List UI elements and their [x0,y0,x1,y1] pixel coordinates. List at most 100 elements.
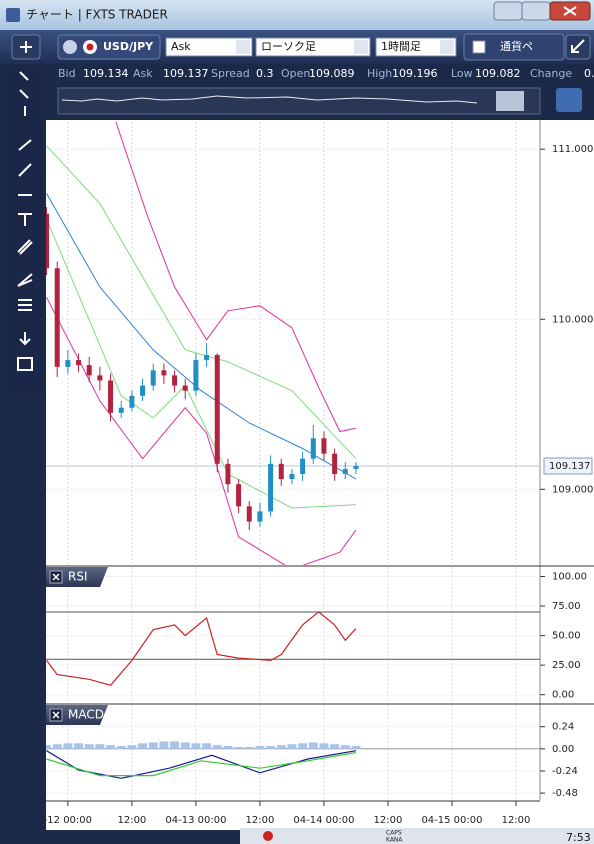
candle-body [214,354,220,464]
candle-body [108,380,114,413]
histogram-bar [106,745,116,749]
candle-body [225,463,231,485]
histogram-bar [234,746,244,749]
y-tick-label: 0.24 [552,722,574,733]
rsi-line [46,611,357,686]
tool-channel[interactable] [17,239,33,255]
maximize-button[interactable] [521,1,551,21]
candle-body [204,354,210,361]
y-tick-label: -0.48 [552,788,578,799]
pair-panel[interactable] [463,33,565,61]
y-tick-label: 75.00 [552,601,581,612]
symbol: USD/JPY [103,40,154,53]
tool-fan[interactable] [17,273,33,287]
rsi-chart [46,567,540,703]
add-icon [20,41,32,53]
side: Ask [171,40,191,53]
histogram-bar [298,743,308,749]
candle-body [65,360,71,367]
quote-value: 0.3 [256,67,274,80]
candle-body [129,395,135,408]
candle-body [182,385,188,391]
y-tick-label: 111.000 [552,144,593,155]
histogram-bar [191,743,201,749]
tool-crosshair[interactable] [19,89,29,99]
tool-vline[interactable] [18,213,32,226]
timeframe: 1時間足 [381,40,421,53]
y-tick-label: 50.00 [552,631,581,642]
side-select[interactable] [165,37,253,57]
last-price-label: 109.137 [549,461,590,472]
tool-icons [17,71,33,371]
candle-body [46,213,50,269]
candle-body [332,453,338,475]
quote-label: Bid [58,67,76,80]
panel-title: MACD [68,708,104,722]
scroll-button[interactable] [556,88,582,112]
x-tick-label: 04-15 00:00 [421,815,482,826]
candle-body [310,438,316,459]
quote-label: Spread [211,67,250,80]
histogram-bar [308,742,318,749]
candle-body [76,360,82,366]
candle-body [321,438,327,454]
histogram-bar [330,744,340,749]
histogram-bar [63,743,73,749]
caps-indicator: CAPS [386,830,402,837]
tool-pen[interactable] [18,139,32,151]
macd-chart [46,705,540,800]
minimize-button[interactable] [493,1,523,21]
histogram-bar [180,742,190,749]
tool-download[interactable] [19,332,31,346]
histogram-bar [202,743,212,749]
flag-us [63,40,77,54]
histogram-bar [276,745,286,749]
histogram-bar [170,741,180,749]
quote-value: 109.134 [83,67,129,80]
overview-scroll[interactable] [496,91,524,111]
indicator-line [115,122,357,433]
last-price-box [543,457,593,475]
y-tick-label: 0.00 [552,744,574,755]
quote-label: High [367,67,392,80]
x-tick-label: 12:00 [502,815,531,826]
panel-close-icon [52,573,60,581]
panel-title: RSI [68,570,88,584]
chart-background [46,120,594,830]
candle-body [97,375,103,381]
histogram-bar [148,742,158,749]
y-tick-label: 25.00 [552,660,581,671]
candle-body [257,511,263,522]
quote-label: Low [451,67,473,80]
tool-line[interactable] [18,163,32,177]
timeframe-select[interactable] [375,37,457,57]
histogram-bar [255,746,265,749]
candle-body [118,407,124,413]
window-title: チャート | FXTS TRADER [26,8,168,22]
histogram-bar [84,744,94,749]
close-icon [563,6,577,16]
histogram-bar [223,746,233,749]
histogram-bar [159,741,169,749]
symbol-button[interactable] [57,34,161,60]
tool-pointer[interactable] [19,71,29,81]
tool-fib[interactable] [18,299,32,311]
y-tick-label: -0.24 [552,766,578,777]
tool-list[interactable] [17,357,33,371]
quote-label: Ask [133,67,153,80]
quote-value: 0.0 [584,67,594,80]
checkbox[interactable] [472,40,486,54]
candle-body [246,506,252,522]
dropdown-arrow [236,40,250,54]
histogram-bar [340,745,350,749]
candle-body [86,365,92,376]
x-tick-label: -12 00:00 [44,815,92,826]
y-tick-label: 110.000 [552,314,593,325]
style-select[interactable] [255,37,371,57]
histogram-bar [138,743,148,749]
quote-label: Open [281,67,310,80]
quote-value: 109.082 [475,67,521,80]
quote-value: 109.196 [392,67,438,80]
dropdown-arrow [440,40,454,54]
